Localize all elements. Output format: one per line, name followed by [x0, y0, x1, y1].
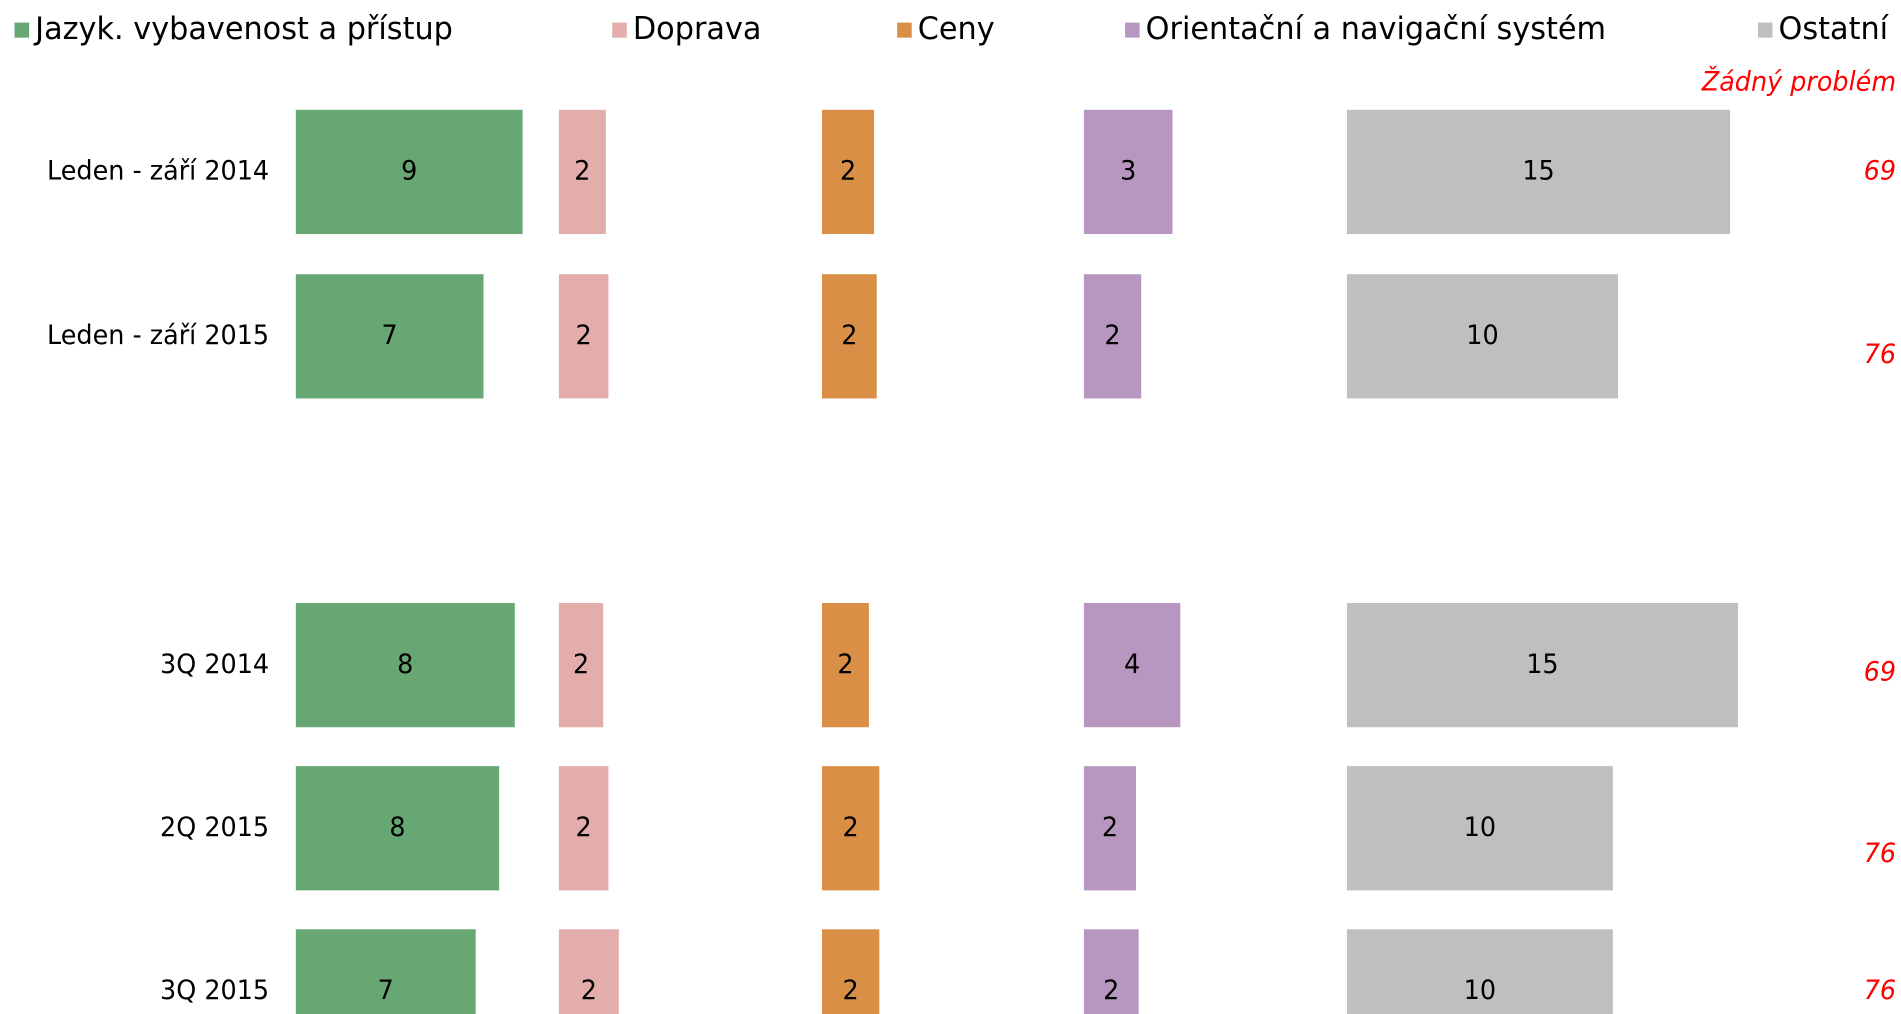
bar [295, 766, 500, 891]
legend-swatch [1125, 22, 1140, 38]
value-label: 10 [1466, 321, 1498, 352]
legend-label: Ostatní [1779, 10, 1890, 47]
bar [1346, 766, 1613, 891]
legend-swatch [612, 22, 627, 38]
no-problem-value: 69 [1864, 657, 1896, 688]
bar [295, 109, 523, 235]
bar [821, 274, 877, 399]
no-problem-header: Žádný problém [1701, 65, 1896, 98]
value-label: 2 [576, 321, 592, 352]
value-label: 7 [382, 321, 398, 352]
bar [295, 929, 476, 1014]
legend-swatch [897, 22, 912, 38]
bar [295, 603, 515, 728]
bar [1083, 109, 1173, 235]
category-label: 3Q 2014 [160, 649, 269, 680]
value-label: 2 [573, 649, 589, 680]
legend-label: Doprava [633, 10, 762, 47]
no-problem-value: 69 [1864, 156, 1896, 187]
category-label: Leden - září 2014 [47, 156, 269, 187]
bar [1346, 603, 1738, 728]
legend-swatch [14, 22, 30, 38]
bar [558, 603, 604, 728]
value-label: 10 [1464, 976, 1496, 1007]
legend-label: Jazyk. vybavenost a přístup [33, 10, 453, 47]
value-label: 9 [401, 156, 417, 187]
bar [558, 274, 609, 399]
value-label: 2 [837, 649, 853, 680]
value-label: 2 [843, 813, 859, 844]
value-label: 3 [1120, 156, 1136, 187]
no-problem-value: 76 [1864, 839, 1896, 870]
bar [1083, 929, 1139, 1014]
bar [821, 109, 875, 235]
bar [1346, 109, 1731, 235]
value-label: 7 [378, 976, 394, 1007]
bar [1083, 603, 1181, 728]
value-label: 10 [1464, 813, 1496, 844]
bar [295, 274, 484, 399]
value-label: 2 [1102, 813, 1118, 844]
value-label: 2 [843, 976, 859, 1007]
legend-label: Ceny [918, 10, 995, 47]
bar [1083, 274, 1142, 399]
value-label: 8 [389, 813, 405, 844]
value-label: 2 [581, 976, 597, 1007]
value-label: 2 [574, 156, 590, 187]
no-problem-value: 76 [1864, 339, 1896, 370]
value-label: 4 [1124, 649, 1140, 680]
value-label: 15 [1522, 156, 1554, 187]
category-label: 3Q 2015 [160, 976, 269, 1007]
bar [1346, 274, 1619, 399]
category-label: 2Q 2015 [160, 813, 269, 844]
value-label: 8 [397, 649, 413, 680]
value-label: 2 [576, 813, 592, 844]
bar [821, 603, 869, 728]
bar [558, 109, 606, 235]
value-label: 2 [1104, 321, 1120, 352]
value-label: 2 [841, 321, 857, 352]
category-label: Leden - září 2015 [47, 321, 269, 352]
bar [1346, 929, 1613, 1014]
no-problem-value: 76 [1864, 976, 1896, 1007]
value-label: 2 [1103, 976, 1119, 1007]
legend-label: Orientační a navigační systém [1146, 10, 1606, 47]
value-label: 15 [1526, 649, 1558, 680]
bar [1083, 766, 1136, 891]
legend-swatch [1757, 22, 1773, 38]
bar [821, 929, 880, 1014]
bar [821, 766, 880, 891]
bar [558, 766, 609, 891]
value-label: 2 [840, 156, 856, 187]
bar [558, 929, 619, 1014]
